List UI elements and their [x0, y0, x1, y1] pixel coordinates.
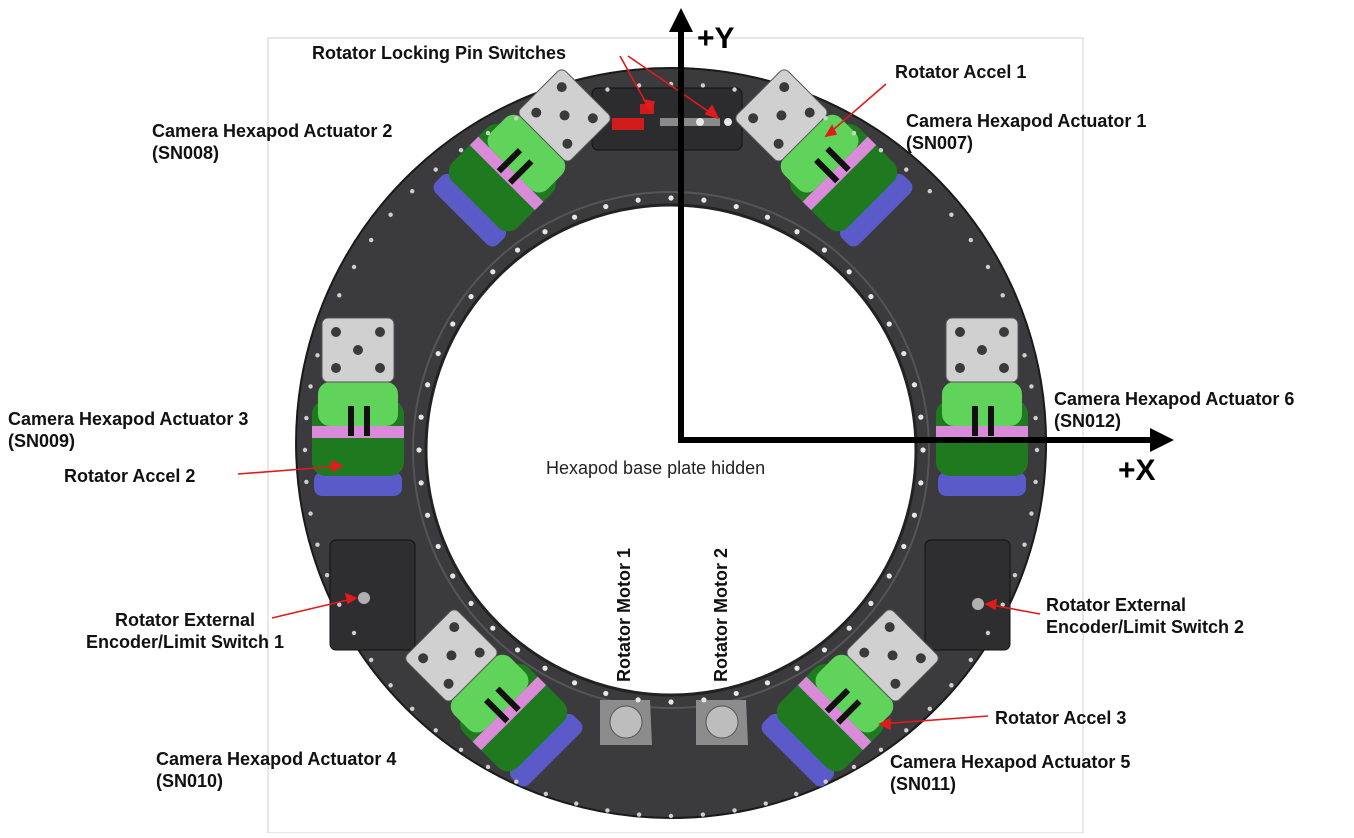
actuator-6-serial: (SN012) [1054, 411, 1122, 431]
actuator-6-label: Camera Hexapod Actuator 6 (SN012) [1054, 388, 1294, 432]
rotator-accel-1-label: Rotator Accel 1 [895, 62, 1027, 82]
y-axis-label: +Y [697, 22, 735, 55]
actuator-4-serial: (SN010) [156, 771, 224, 791]
actuator-2-serial: (SN008) [152, 143, 220, 163]
actuator-3-serial: (SN009) [8, 431, 76, 451]
x-axis-label: +X [1118, 454, 1156, 487]
x-axis-arrowhead [1150, 428, 1174, 452]
actuator-2-body [433, 69, 611, 247]
callout-lines [237, 55, 1041, 731]
encoder-1-label: Rotator External Encoder/Limit Switch 1 [86, 609, 284, 653]
actuator-5-body [761, 609, 939, 787]
actuator-4-label: Camera Hexapod Actuator 4 (SN010) [156, 748, 396, 792]
actuator-6-body [936, 317, 1028, 496]
encoder-brackets [329, 539, 1011, 651]
actuator-1-body [735, 69, 913, 247]
rotator-motor-housings [600, 700, 748, 745]
actuator-4-body [405, 609, 583, 787]
coordinate-axes [669, 8, 1174, 452]
actuator-4-name: Camera Hexapod Actuator 4 [156, 749, 397, 769]
ring-inner-lip [412, 191, 930, 709]
actuator-2-name: Camera Hexapod Actuator 2 [152, 121, 393, 141]
actuator-1-name: Camera Hexapod Actuator 1 [906, 111, 1147, 131]
actuator-3-name: Camera Hexapod Actuator 3 [8, 409, 249, 429]
ring-mounting-holes [302, 81, 1040, 819]
actuator-2-label: Camera Hexapod Actuator 2 (SN008) [152, 120, 392, 164]
rotator-motor-2-label: Rotator Motor 2 [711, 548, 731, 682]
locking-pin-housing [591, 87, 743, 151]
encoder-2-line2: Encoder/Limit Switch 2 [1046, 617, 1245, 637]
rotator-accel-2-label: Rotator Accel 2 [64, 466, 196, 486]
actuator-3-body [312, 317, 404, 496]
actuator-5-name: Camera Hexapod Actuator 5 [890, 752, 1131, 772]
encoder-1-line2: Encoder/Limit Switch 1 [86, 632, 285, 652]
encoder-2-line1: Rotator External [1046, 595, 1187, 615]
base-plate-hidden-note: Hexapod base plate hidden [546, 458, 766, 478]
actuator-1-label: Camera Hexapod Actuator 1 (SN007) [906, 110, 1146, 154]
y-axis-arrowhead [669, 8, 693, 32]
actuator-5-label: Camera Hexapod Actuator 5 (SN011) [890, 751, 1130, 795]
actuator-1-serial: (SN007) [906, 133, 974, 153]
ring-inner-edge [424, 203, 918, 697]
locking-pin-switches-label: Rotator Locking Pin Switches [312, 43, 567, 63]
rotator-accel-3-label: Rotator Accel 3 [995, 708, 1127, 728]
actuator-6-name: Camera Hexapod Actuator 6 [1054, 389, 1295, 409]
rotator-motor-1-label: Rotator Motor 1 [614, 548, 634, 682]
encoder-1-line1: Rotator External [115, 610, 256, 630]
actuator-3-label: Camera Hexapod Actuator 3 (SN009) [8, 408, 248, 452]
actuator-5-serial: (SN011) [890, 774, 957, 794]
encoder-2-label: Rotator External Encoder/Limit Switch 2 [1046, 594, 1244, 638]
